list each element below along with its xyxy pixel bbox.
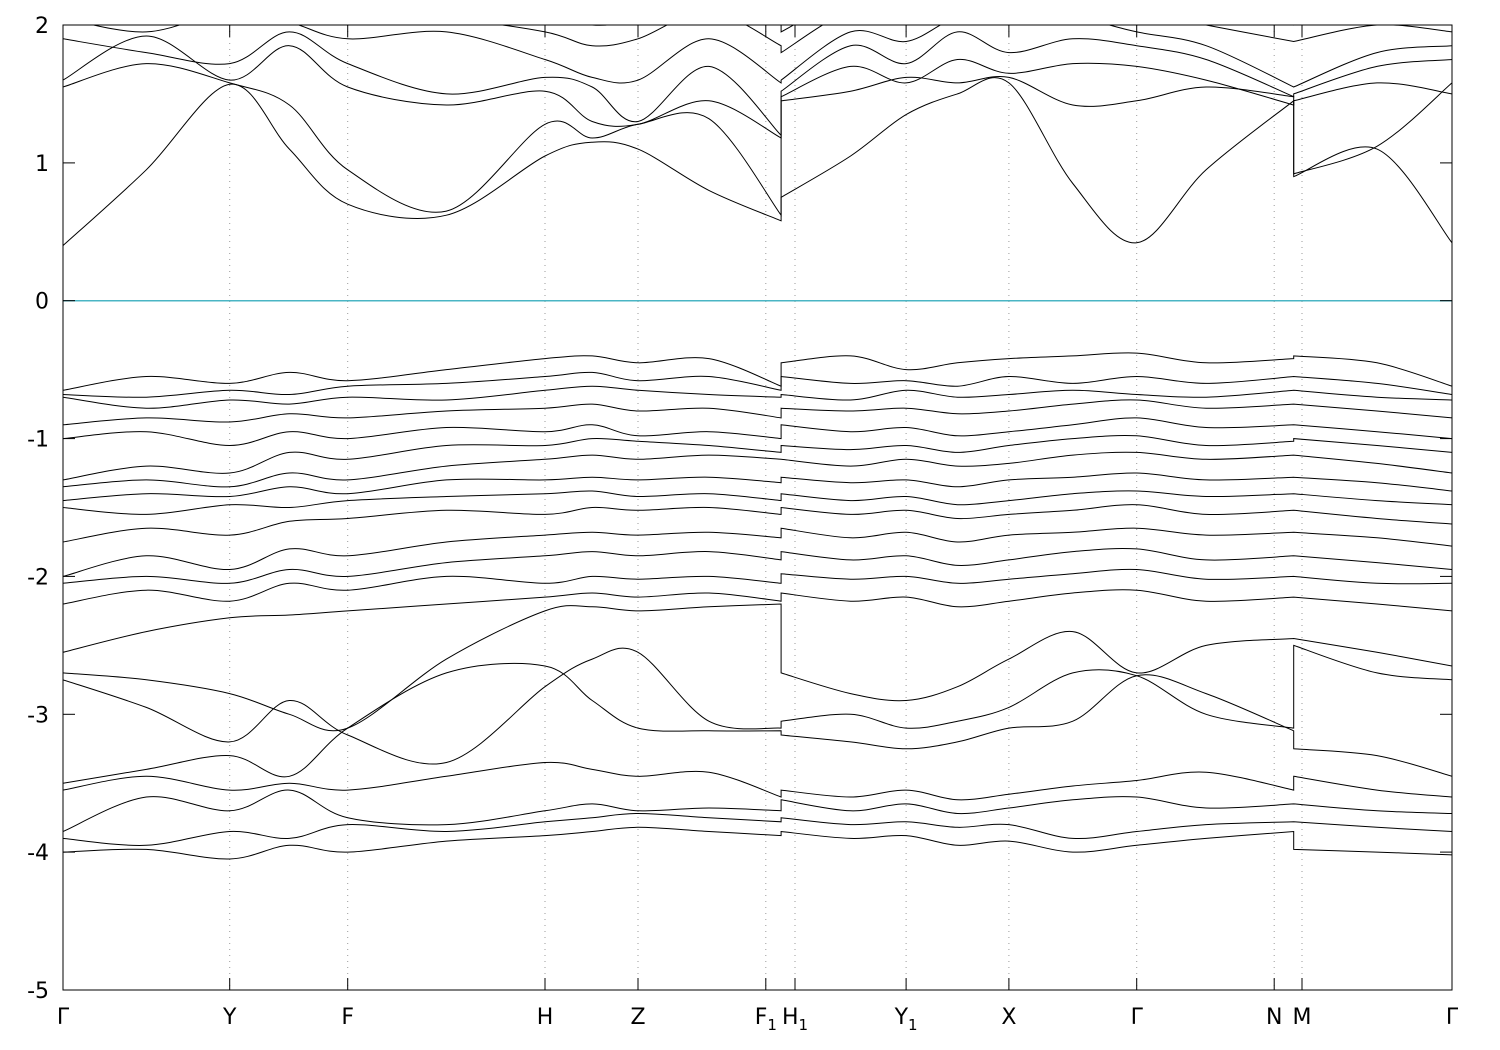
band-curves xyxy=(63,25,1452,860)
band-curve xyxy=(63,644,1452,765)
y-tick-label: -2 xyxy=(27,565,49,590)
band-curve xyxy=(587,25,1296,33)
band-curve xyxy=(63,547,1452,584)
y-tick-label: -3 xyxy=(27,703,49,728)
band-curve xyxy=(63,371,1452,398)
band-curve xyxy=(498,25,1452,54)
band-curve xyxy=(63,77,1452,246)
y-axis-ticks: 2 1 0 -1 -2 -3 -4 -5 xyxy=(27,14,1452,1004)
k-point-label: Y xyxy=(222,1005,237,1030)
y-tick-label: -5 xyxy=(27,979,49,1004)
y-tick-label: 1 xyxy=(35,152,49,177)
k-point-label: Y1 xyxy=(894,1005,918,1034)
band-curve xyxy=(63,417,1452,447)
band-curve xyxy=(63,761,1452,801)
band-curve xyxy=(63,31,1452,137)
band-curve xyxy=(91,25,1452,88)
band-curve xyxy=(63,789,1452,832)
x-axis-ticks: Γ Y F H Z F1 H1 Y1 X Γ N M Γ xyxy=(57,25,1459,1034)
band-curve xyxy=(63,826,1452,860)
k-point-label: Γ xyxy=(1131,1005,1144,1030)
gridlines xyxy=(229,25,1303,990)
k-point-label: M xyxy=(1293,1005,1312,1030)
band-curve xyxy=(63,472,1452,502)
band-curve xyxy=(63,435,1452,481)
band-curve xyxy=(63,568,1452,605)
band-curve xyxy=(63,35,1452,139)
y-tick-label: 2 xyxy=(35,14,49,39)
band-curve xyxy=(63,589,1452,653)
axes-border xyxy=(62,24,1453,991)
band-curve xyxy=(63,812,1452,846)
k-point-label: F1 xyxy=(755,1005,777,1034)
y-tick-label: 0 xyxy=(35,290,49,315)
band-curve xyxy=(63,504,1452,543)
k-point-label: Γ xyxy=(1446,1005,1459,1030)
k-point-label: X xyxy=(1001,1005,1016,1030)
y-tick-label: -4 xyxy=(27,841,49,866)
k-point-label: N xyxy=(1266,1005,1282,1030)
band-curve xyxy=(63,385,1452,409)
band-curve xyxy=(63,451,1452,488)
y-tick-label: -1 xyxy=(27,428,49,453)
k-point-label: H xyxy=(537,1005,554,1030)
k-point-label: Z xyxy=(630,1005,645,1030)
band-curve xyxy=(63,490,1452,515)
band-curve xyxy=(63,399,1452,426)
band-curve xyxy=(63,63,1452,217)
k-point-label: H1 xyxy=(782,1005,808,1034)
band-curve xyxy=(63,662,1452,784)
band-curve xyxy=(63,603,1452,732)
band-curve xyxy=(63,527,1452,577)
k-point-label: F xyxy=(341,1005,354,1030)
k-point-label: Γ xyxy=(57,1005,70,1030)
